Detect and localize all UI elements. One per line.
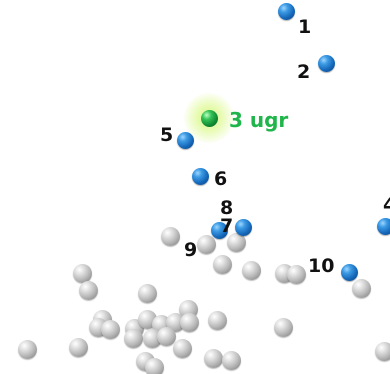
marker-6[interactable]	[192, 168, 209, 185]
label-4: 4	[383, 194, 390, 216]
gray-marker	[208, 311, 227, 330]
gray-marker	[352, 279, 371, 298]
gray-marker	[18, 340, 37, 359]
label-5: 5	[160, 124, 174, 146]
marker-7[interactable]	[211, 222, 228, 239]
gray-marker	[73, 264, 92, 283]
label-1: 1	[298, 16, 312, 38]
marker-2[interactable]	[318, 55, 335, 72]
label-3: 3 ugr	[229, 108, 289, 132]
marker-10[interactable]	[341, 264, 358, 281]
gray-marker	[197, 235, 216, 254]
gray-marker	[69, 338, 88, 357]
gray-marker	[227, 233, 246, 252]
marker-4[interactable]	[377, 218, 390, 235]
gray-marker	[180, 313, 199, 332]
gray-marker	[204, 349, 223, 368]
marker-8[interactable]	[235, 219, 252, 236]
gray-marker	[161, 227, 180, 246]
label-7: 7	[220, 215, 234, 237]
gray-marker	[287, 265, 306, 284]
gray-marker	[213, 255, 232, 274]
gray-marker	[173, 339, 192, 358]
label-2: 2	[297, 61, 311, 83]
label-6: 6	[214, 168, 228, 190]
gray-marker	[274, 318, 293, 337]
label-10: 10	[308, 255, 335, 277]
marker-1[interactable]	[278, 3, 295, 20]
label-8: 8	[220, 197, 234, 219]
gray-marker	[145, 358, 164, 374]
gray-marker	[124, 329, 143, 348]
gray-marker	[101, 320, 120, 339]
gray-marker	[375, 342, 390, 361]
gray-marker	[157, 327, 176, 346]
gray-marker	[222, 351, 241, 370]
marker-5[interactable]	[177, 132, 194, 149]
gray-marker	[138, 284, 157, 303]
gray-marker	[79, 281, 98, 300]
label-9: 9	[184, 239, 198, 261]
gray-marker	[242, 261, 261, 280]
marker-3-selected[interactable]	[201, 110, 218, 127]
